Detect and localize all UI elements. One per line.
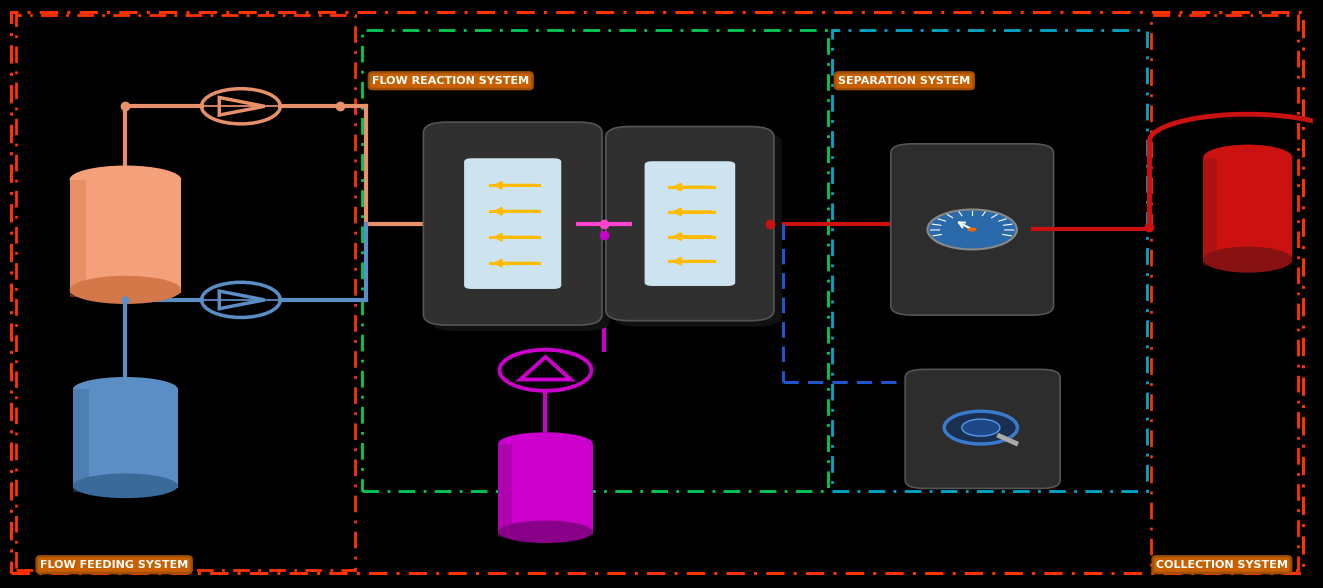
Polygon shape	[73, 389, 89, 492]
Bar	[1151, 15, 1298, 570]
Ellipse shape	[1203, 246, 1293, 273]
Circle shape	[945, 411, 1017, 444]
FancyBboxPatch shape	[431, 128, 610, 331]
Bar	[832, 30, 1147, 490]
Polygon shape	[1203, 158, 1293, 262]
Text: FLOW FEEDING SYSTEM: FLOW FEEDING SYSTEM	[40, 560, 188, 570]
Polygon shape	[70, 179, 181, 293]
Ellipse shape	[70, 166, 181, 193]
Ellipse shape	[499, 520, 593, 543]
Polygon shape	[499, 443, 593, 534]
Ellipse shape	[1203, 145, 1293, 171]
Polygon shape	[1203, 158, 1217, 266]
FancyBboxPatch shape	[464, 158, 561, 289]
Text: SEPARATION SYSTEM: SEPARATION SYSTEM	[839, 76, 971, 86]
Circle shape	[962, 419, 1000, 436]
Polygon shape	[73, 389, 177, 488]
FancyBboxPatch shape	[905, 369, 1060, 489]
Polygon shape	[1203, 158, 1293, 262]
FancyBboxPatch shape	[644, 161, 736, 286]
Text: FLOW REACTION SYSTEM: FLOW REACTION SYSTEM	[372, 76, 529, 86]
Bar	[361, 30, 828, 490]
Polygon shape	[73, 389, 177, 488]
Polygon shape	[70, 179, 86, 297]
Polygon shape	[70, 179, 181, 293]
FancyBboxPatch shape	[614, 132, 782, 326]
Ellipse shape	[70, 276, 181, 304]
Text: COLLECTION SYSTEM: COLLECTION SYSTEM	[1156, 560, 1287, 570]
FancyBboxPatch shape	[423, 122, 602, 325]
Circle shape	[927, 209, 1017, 249]
Bar	[16, 15, 355, 570]
Ellipse shape	[73, 377, 177, 402]
Ellipse shape	[499, 432, 593, 455]
Ellipse shape	[73, 473, 177, 498]
Circle shape	[967, 228, 976, 232]
FancyBboxPatch shape	[890, 144, 1053, 315]
Polygon shape	[499, 443, 593, 534]
FancyBboxPatch shape	[606, 126, 774, 320]
Polygon shape	[499, 443, 512, 537]
